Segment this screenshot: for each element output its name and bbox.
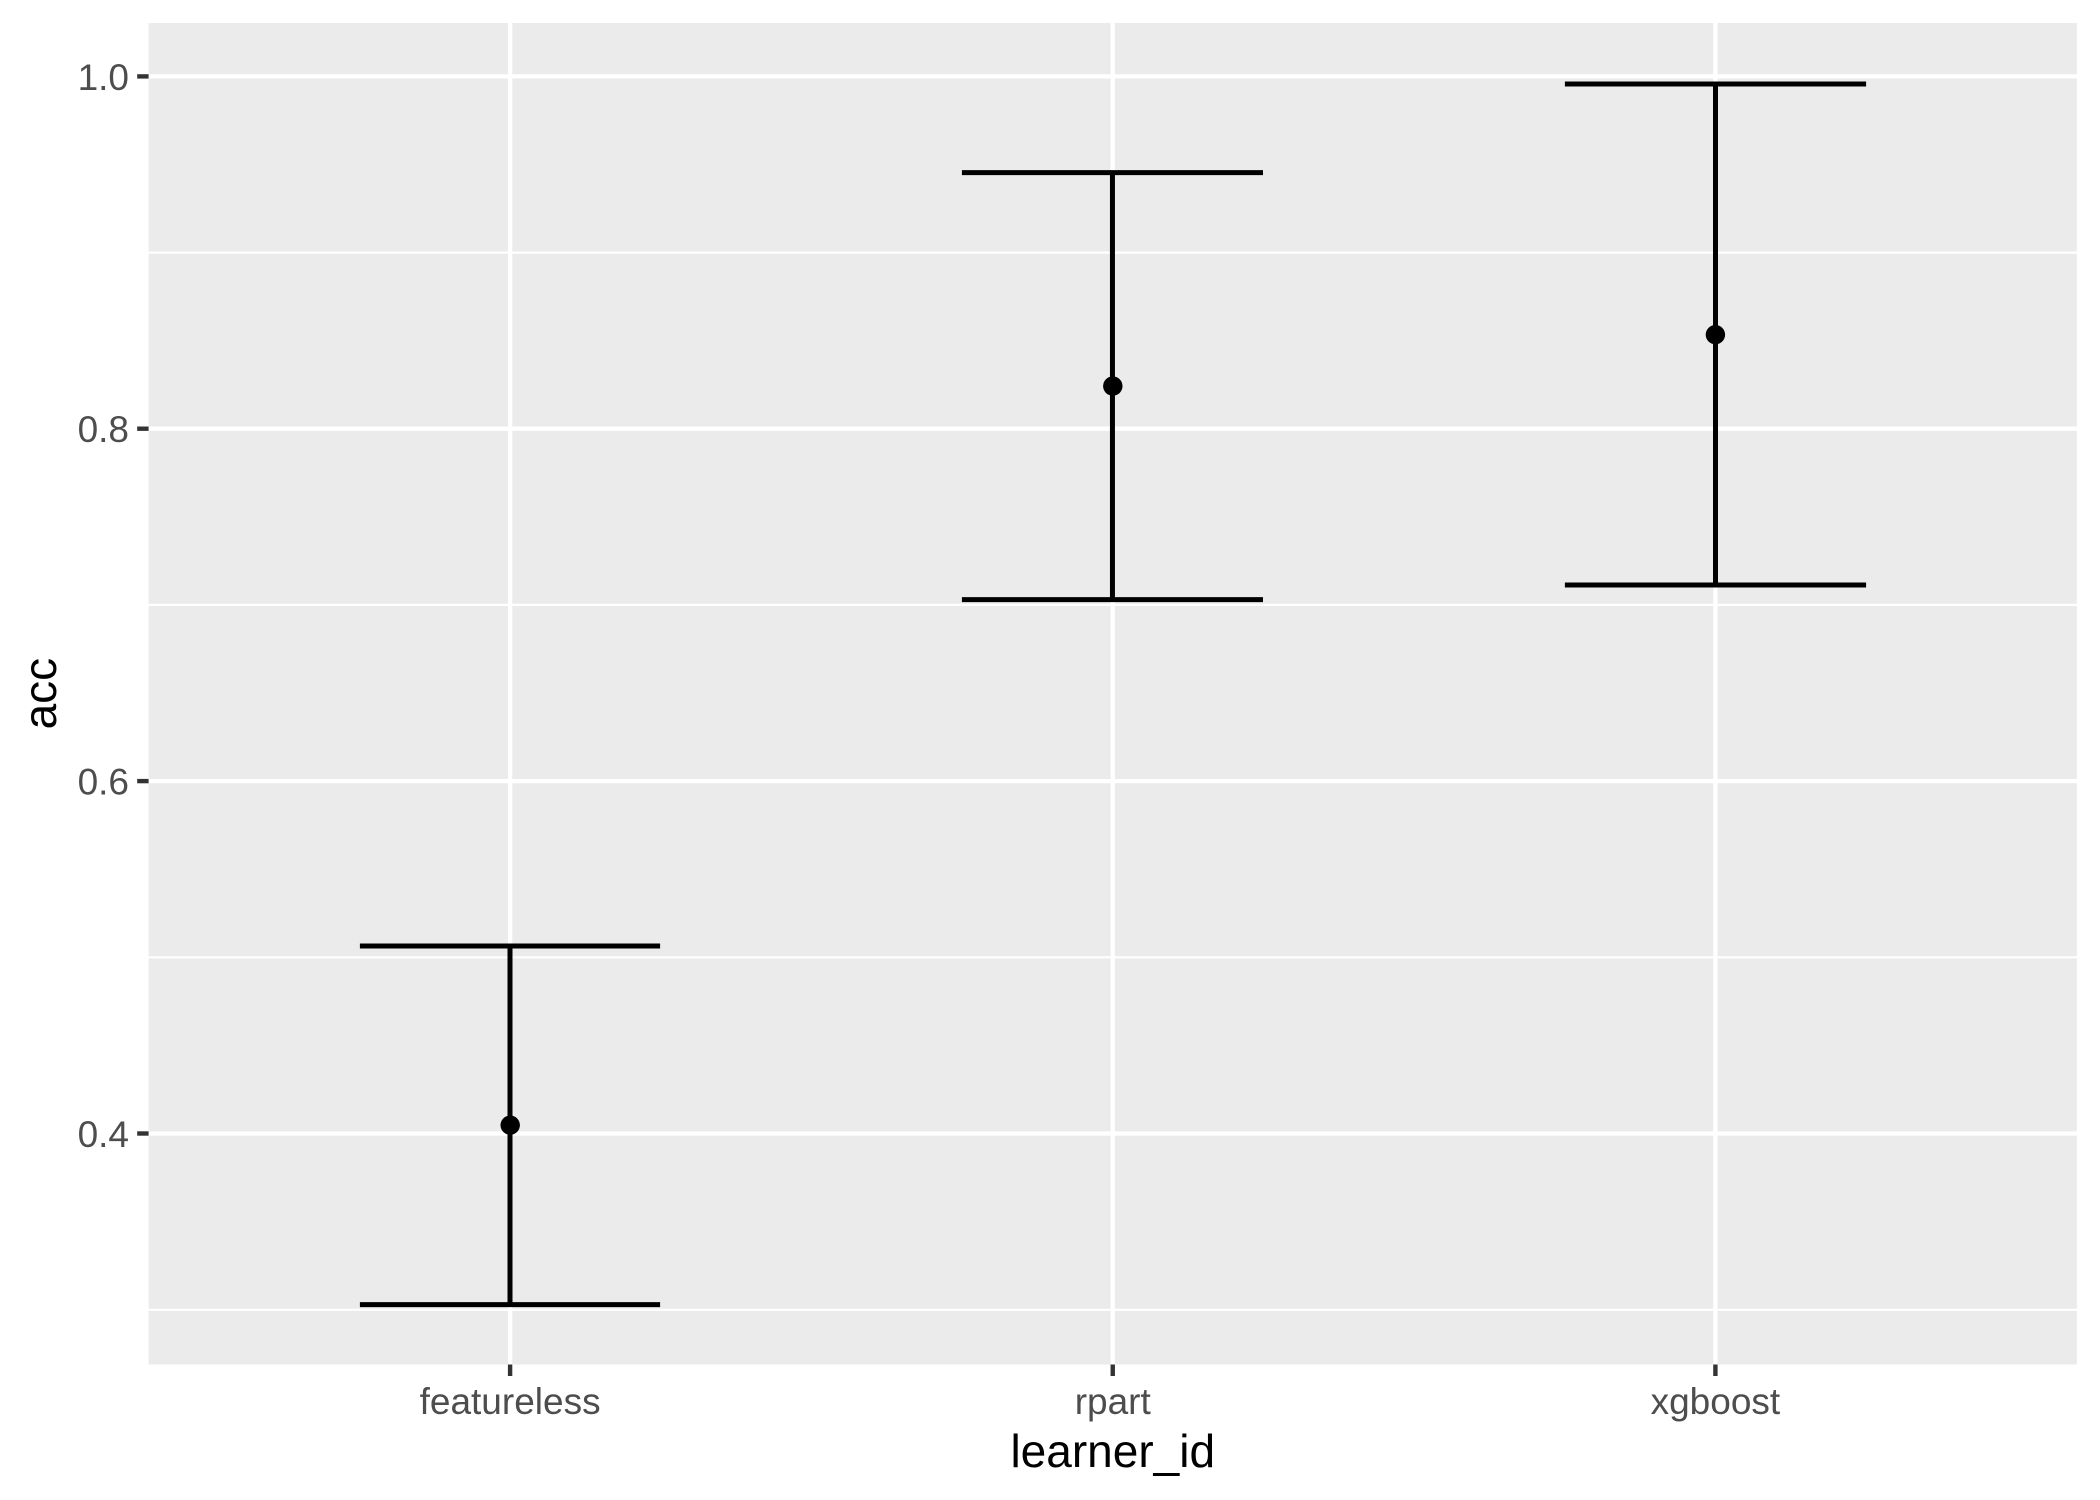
- svg-text:featureless: featureless: [420, 1381, 601, 1422]
- svg-text:1.0: 1.0: [78, 57, 129, 98]
- svg-text:0.8: 0.8: [78, 409, 129, 450]
- svg-text:rpart: rpart: [1075, 1381, 1152, 1422]
- svg-text:learner_id: learner_id: [1010, 1425, 1215, 1477]
- svg-text:xgboost: xgboost: [1651, 1381, 1781, 1422]
- svg-text:0.4: 0.4: [78, 1114, 129, 1155]
- svg-text:0.6: 0.6: [78, 762, 129, 803]
- svg-text:acc: acc: [14, 658, 66, 730]
